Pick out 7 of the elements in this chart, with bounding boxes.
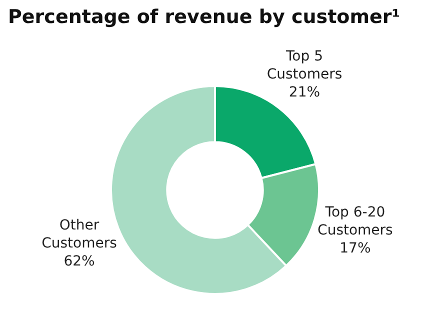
data-label: 21%	[288, 84, 320, 100]
chart-title: Percentage of revenue by customer¹	[8, 6, 400, 28]
data-label: 62%	[64, 253, 95, 270]
slice-label: Other Customers	[42, 217, 117, 252]
data-label: 17%	[340, 240, 371, 256]
slice-label: Top 5 Customers	[266, 48, 342, 82]
slice-label: Top 6-20 Customers	[318, 204, 393, 238]
